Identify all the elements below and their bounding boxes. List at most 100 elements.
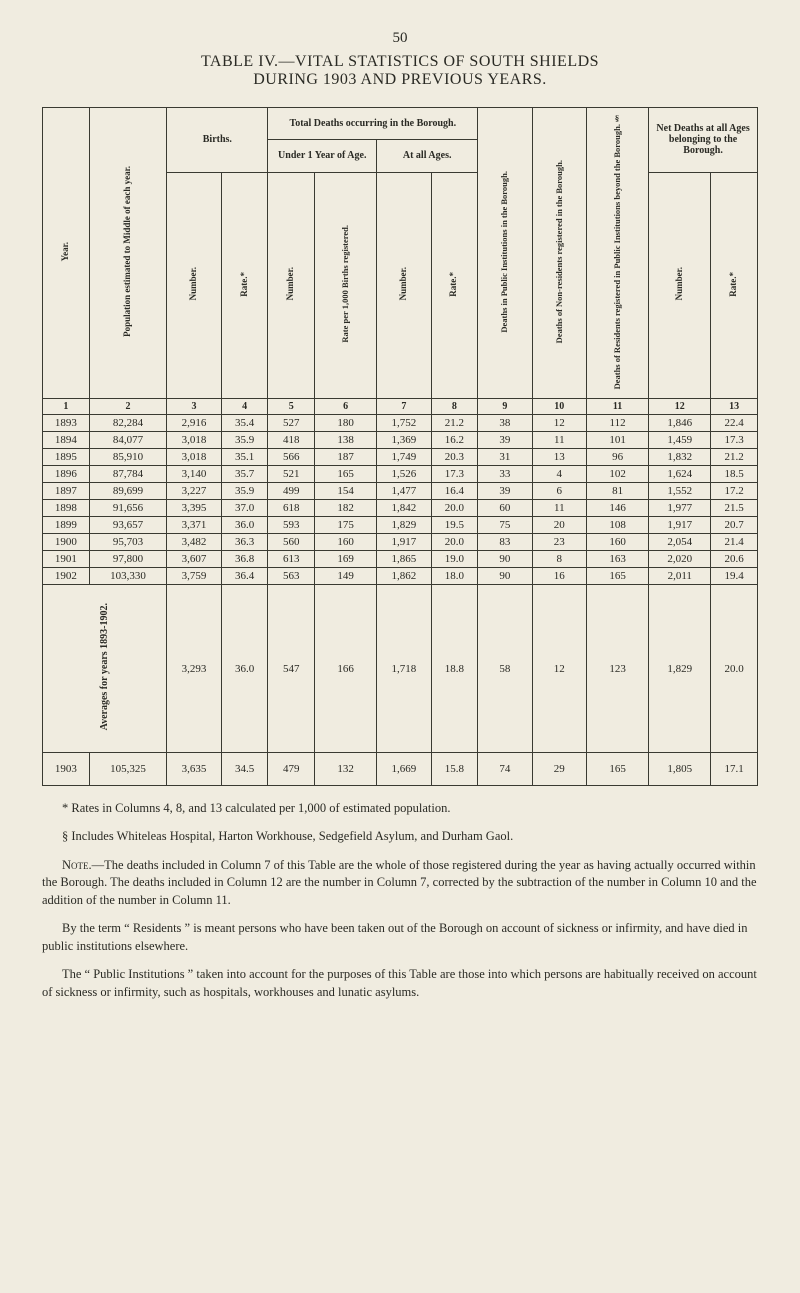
table-cell: 1903 [43,752,90,785]
table-cell: 1895 [43,449,90,466]
table-row: 190197,8003,60736.86131691,86519.0908163… [43,551,758,568]
table-cell: 160 [315,534,377,551]
table-cell: 89,699 [89,483,167,500]
table-cell: 187 [315,449,377,466]
table-cell: 96 [587,449,649,466]
table-cell: 13 [532,449,586,466]
table-row: 189789,6993,22735.94991541,47716.4396811… [43,483,758,500]
hdr-births-rate-label: Rate.* [240,268,250,301]
table-cell: 22.4 [711,415,758,432]
table-cell: 1,805 [649,752,711,785]
table-cell: 3,482 [167,534,221,551]
averages-label: Averages for years 1893-1902. [99,599,110,734]
table-cell: 20.6 [711,551,758,568]
table-cell: 1,459 [649,432,711,449]
table-cell: 82,284 [89,415,167,432]
table-cell: 38 [478,415,532,432]
hdr-births-number: Number. [167,172,221,399]
table-cell: 36.4 [221,568,268,585]
table-cell: 39 [478,483,532,500]
table-cell: 3,293 [167,585,221,752]
table-cell: 29 [532,752,586,785]
table-cell: 2,916 [167,415,221,432]
hdr-col10-label: Deaths of Non-residents registered in th… [555,156,564,347]
hdr-all-rate: Rate.* [431,172,478,399]
table-cell: 1,624 [649,466,711,483]
table-cell: 165 [587,568,649,585]
table-cell: 3,607 [167,551,221,568]
hdr-all-number-label: Number. [399,263,409,304]
paragraph-1: —The deaths included in Column 7 of this… [42,858,757,907]
table-cell: 1,917 [649,517,711,534]
hdr-allages: At all Ages. [377,140,478,172]
table-row: 189687,7843,14035.75211651,52617.3334102… [43,466,758,483]
table-cell: 87,784 [89,466,167,483]
table-cell: 93,657 [89,517,167,534]
table-cell: 12 [532,585,586,752]
colnum-cell: 4 [221,399,268,415]
colnum-cell: 2 [89,399,167,415]
table-cell: 17.1 [711,752,758,785]
table-cell: 18.8 [431,585,478,752]
table-cell: 1,832 [649,449,711,466]
colnum-cell: 10 [532,399,586,415]
table-cell: 1,829 [649,585,711,752]
table-header: Year. Population estimated to Middle of … [43,108,758,415]
notes-block: * Rates in Columns 4, 8, and 13 calculat… [42,800,758,1002]
table-cell: 149 [315,568,377,585]
table-cell: 593 [268,517,315,534]
table-cell: 34.5 [221,752,268,785]
table-cell: 21.5 [711,500,758,517]
table-cell: 3,395 [167,500,221,517]
colnum-cell: 6 [315,399,377,415]
hdr-u1-number: Number. [268,172,315,399]
table-cell: 60 [478,500,532,517]
hdr-u1-rate: Rate per 1,000 Births registered. [315,172,377,399]
colnum-cell: 5 [268,399,315,415]
table-cell: 108 [587,517,649,534]
table-cell: 175 [315,517,377,534]
hdr-net-rate-label: Rate.* [729,268,739,301]
hdr-col11: Deaths of Residents registered in Public… [587,108,649,399]
hdr-year: Year. [43,108,90,399]
table-cell: 1,669 [377,752,431,785]
table-row: 190095,7033,48236.35601601,91720.0832316… [43,534,758,551]
table-cell: 12 [532,415,586,432]
table-row: 189585,9103,01835.15661871,74920.3311396… [43,449,758,466]
table-cell: 160 [587,534,649,551]
table-cell: 166 [315,585,377,752]
table-row: 189993,6573,37136.05931751,82919.5752010… [43,517,758,534]
table-cell: 2,011 [649,568,711,585]
table-cell: 36.8 [221,551,268,568]
table-cell: 499 [268,483,315,500]
hdr-pop-label: Population estimated to Middle of each y… [123,162,133,341]
hdr-u1-number-label: Number. [286,263,296,304]
table-cell: 1899 [43,517,90,534]
hdr-col11-label: Deaths of Residents registered in Public… [613,110,622,393]
table-cell: 2,054 [649,534,711,551]
note-lead: Note. [62,858,92,872]
table-cell: 36.3 [221,534,268,551]
table-cell: 58 [478,585,532,752]
colnum-cell: 1 [43,399,90,415]
table-cell: 19.0 [431,551,478,568]
table-cell: 123 [587,585,649,752]
paragraph-2: By the term “ Residents ” is meant perso… [42,920,758,955]
table-cell: 75 [478,517,532,534]
table-cell: 16.4 [431,483,478,500]
title-line-2: DURING 1903 AND PREVIOUS YEARS. [42,71,758,89]
table-cell: 6 [532,483,586,500]
table-cell: 1900 [43,534,90,551]
table-cell: 1,477 [377,483,431,500]
table-cell: 90 [478,551,532,568]
table-cell: 20.3 [431,449,478,466]
table-cell: 17.3 [711,432,758,449]
table-cell: 1,526 [377,466,431,483]
table-cell: 3,018 [167,449,221,466]
table-cell: 1,862 [377,568,431,585]
hdr-net-rate: Rate.* [711,172,758,399]
table-cell: 21.2 [711,449,758,466]
colnum-cell: 11 [587,399,649,415]
table-cell: 418 [268,432,315,449]
table-cell: 618 [268,500,315,517]
